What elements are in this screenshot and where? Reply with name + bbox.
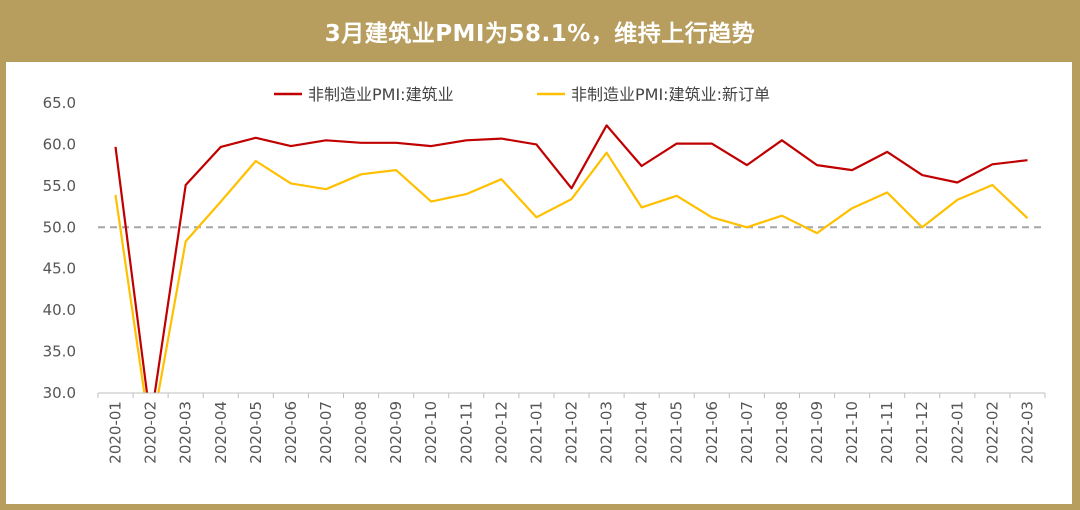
x-tick-label: 2021-05	[668, 401, 686, 464]
x-tick-label: 2020-12	[492, 401, 510, 464]
x-tick-label: 2021-03	[598, 401, 616, 464]
x-tick-label: 2020-01	[107, 401, 125, 464]
y-tick-label: 30.0	[43, 384, 76, 402]
x-tick-label: 2020-02	[142, 401, 160, 464]
x-tick-label: 2021-04	[633, 401, 651, 464]
x-tick-label: 2020-05	[247, 401, 265, 464]
x-tick-label: 2022-01	[948, 401, 966, 464]
x-tick-label: 2021-10	[843, 401, 861, 464]
chart-panel: 非制造业PMI:建筑业 非制造业PMI:建筑业:新订单 30.0 35.0 40.0 4…	[6, 62, 1072, 504]
x-tick-label: 2021-01	[527, 401, 545, 464]
chart-title: 3月建筑业PMI为58.1%，维持上行趋势	[324, 21, 756, 47]
x-tick-label: 2021-11	[878, 401, 896, 464]
x-tick-label: 2021-06	[703, 401, 721, 464]
x-tick-label: 2020-03	[177, 401, 195, 464]
x-tick-label: 2022-03	[1018, 401, 1036, 464]
series-line-2	[114, 151, 1029, 393]
x-tick-label: 2020-10	[422, 401, 440, 464]
y-tick-label: 35.0	[43, 343, 76, 361]
y-tick-label: 50.0	[43, 218, 76, 236]
legend-label: 非制造业PMI:建筑业:新订单	[571, 85, 770, 104]
x-tick-label: 2020-09	[387, 401, 405, 464]
x-tick-label: 2020-11	[457, 401, 475, 464]
legend-label: 非制造业PMI:建筑业	[308, 85, 454, 104]
y-tick-label: 40.0	[43, 301, 76, 319]
x-tick-label: 2021-02	[563, 401, 581, 464]
line-chart: 非制造业PMI:建筑业 非制造业PMI:建筑业:新订单 30.0 35.0 40.0 4…	[43, 85, 1046, 464]
title-banner: 3月建筑业PMI为58.1%，维持上行趋势	[0, 0, 1080, 62]
x-tick-label: 2020-08	[352, 401, 370, 464]
x-tick-label: 2020-04	[212, 401, 230, 464]
y-axis: 30.0 35.0 40.0 45.0 50.0 55.0 60.0 65.0	[43, 94, 76, 402]
x-tick-label: 2021-12	[913, 401, 931, 464]
legend: 非制造业PMI:建筑业 非制造业PMI:建筑业:新订单	[274, 85, 770, 104]
x-tick-label: 2021-08	[773, 401, 791, 464]
y-tick-label: 45.0	[43, 260, 76, 278]
series-lines	[114, 124, 1029, 393]
x-axis: 2020-01 2020-02 2020-03 2020-04 2020-05 2020-…	[97, 392, 1046, 464]
x-tick-label: 2022-02	[983, 401, 1001, 464]
x-tick-label: 2020-06	[282, 401, 300, 464]
y-tick-label: 60.0	[43, 135, 76, 153]
x-tick-label: 2021-07	[738, 401, 756, 464]
y-tick-label: 65.0	[43, 94, 76, 112]
series-line-1	[114, 124, 1028, 393]
y-tick-label: 55.0	[43, 177, 76, 195]
x-tick-label: 2020-07	[317, 401, 335, 464]
x-tick-label: 2021-09	[808, 401, 826, 464]
